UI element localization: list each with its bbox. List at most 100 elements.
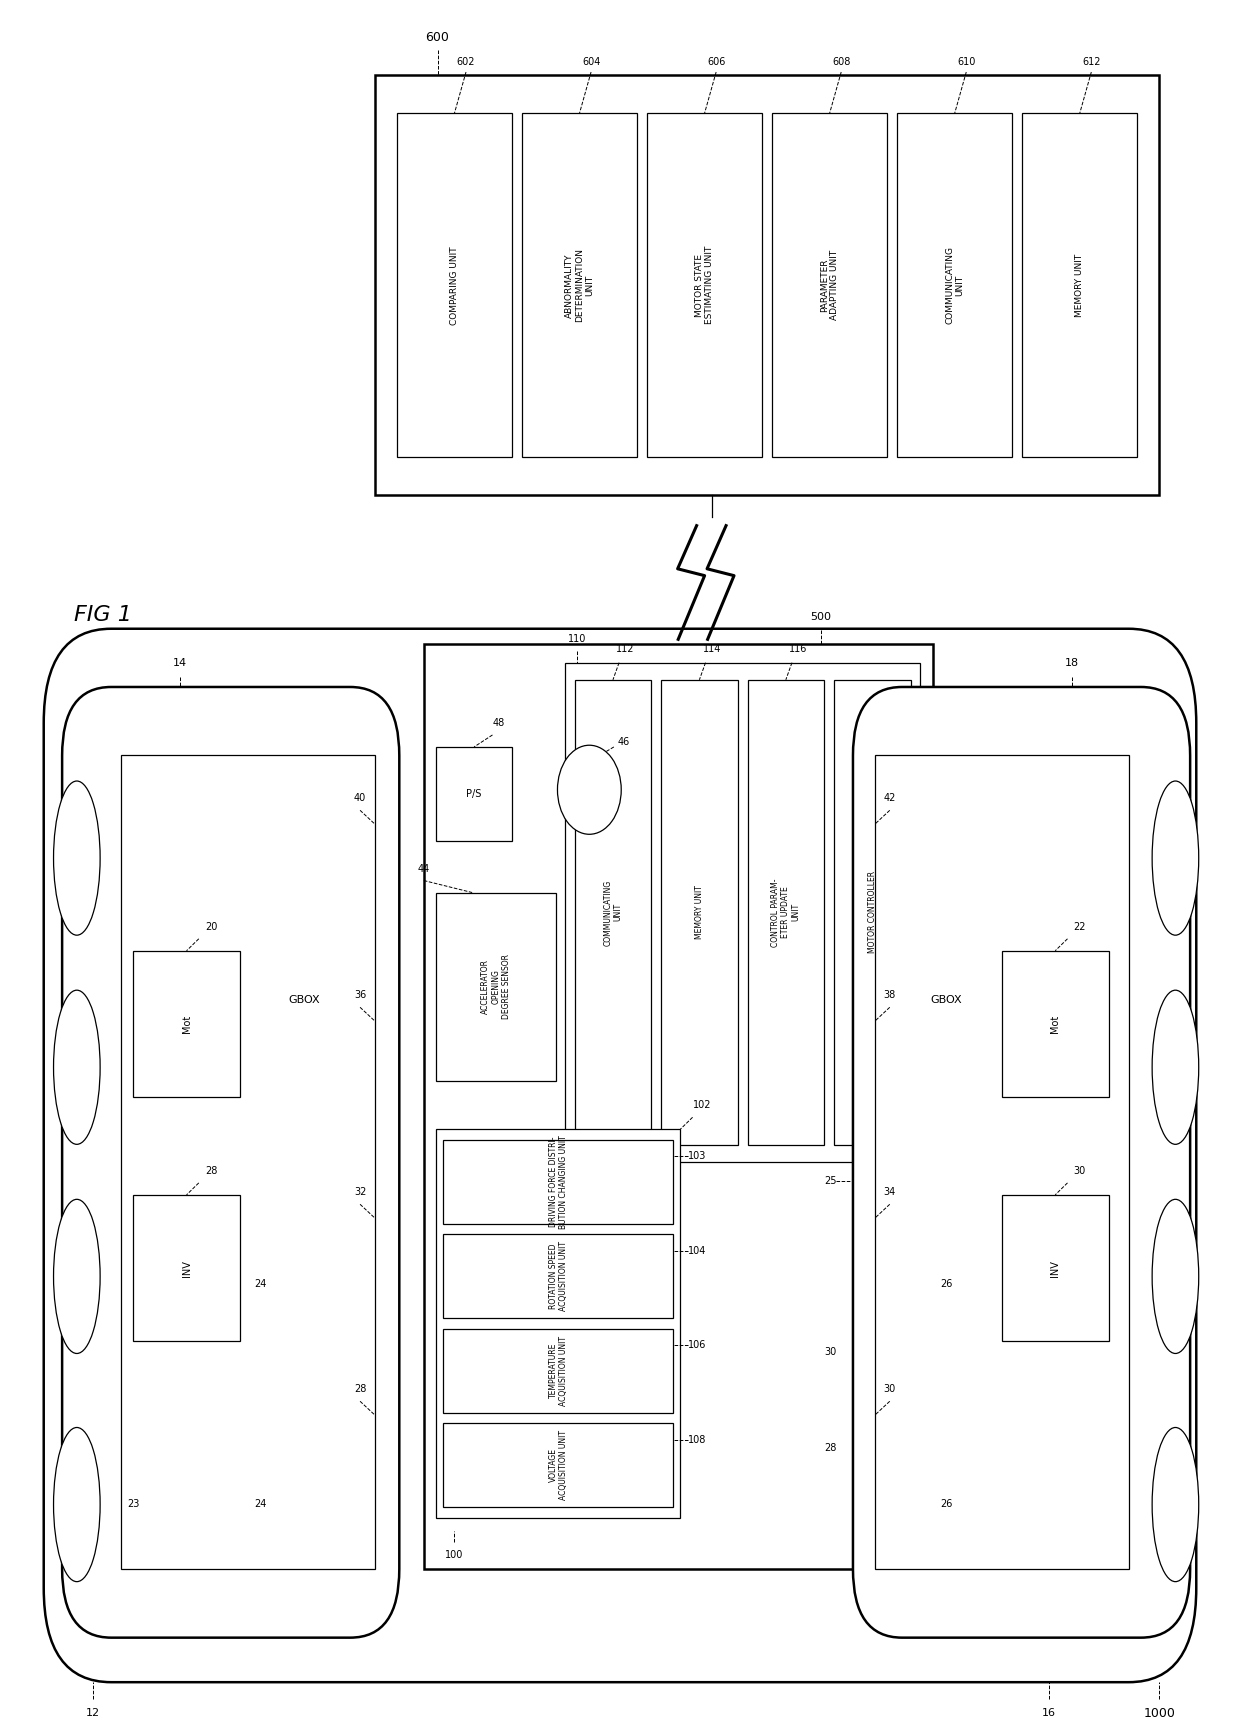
Text: COMMUNICATING
UNIT: COMMUNICATING UNIT bbox=[603, 880, 622, 945]
Text: 100: 100 bbox=[445, 1550, 464, 1560]
Text: 23: 23 bbox=[126, 1500, 139, 1509]
FancyBboxPatch shape bbox=[43, 629, 1197, 1681]
Text: INV: INV bbox=[181, 1260, 191, 1277]
Bar bbox=[574, 679, 651, 1146]
Text: 32: 32 bbox=[353, 1187, 366, 1198]
Bar bbox=[875, 755, 1128, 1569]
Ellipse shape bbox=[53, 781, 100, 935]
Bar bbox=[748, 679, 825, 1146]
Bar bbox=[897, 112, 1012, 458]
Text: ACCELERATOR
OPENING
DEGREE SENSOR: ACCELERATOR OPENING DEGREE SENSOR bbox=[481, 954, 511, 1020]
Text: 600: 600 bbox=[425, 31, 449, 45]
Bar bbox=[133, 950, 239, 1097]
Text: 38: 38 bbox=[884, 990, 895, 1001]
Text: 28: 28 bbox=[353, 1384, 366, 1394]
FancyBboxPatch shape bbox=[62, 688, 399, 1638]
Text: 106: 106 bbox=[688, 1341, 707, 1351]
Text: ABNORMALITY
DETERMINATION
UNIT: ABNORMALITY DETERMINATION UNIT bbox=[564, 249, 594, 323]
Text: Mot: Mot bbox=[1050, 1014, 1060, 1033]
Text: 608: 608 bbox=[832, 57, 851, 67]
Bar bbox=[1002, 950, 1109, 1097]
Text: 46: 46 bbox=[618, 736, 630, 746]
Text: GBOX: GBOX bbox=[930, 995, 962, 1004]
Ellipse shape bbox=[1152, 1199, 1199, 1353]
Text: 102: 102 bbox=[693, 1101, 712, 1111]
Ellipse shape bbox=[53, 1427, 100, 1581]
Text: 112: 112 bbox=[616, 645, 635, 653]
Text: ROTATION SPEED
ACQUISITION UNIT: ROTATION SPEED ACQUISITION UNIT bbox=[548, 1241, 568, 1312]
Ellipse shape bbox=[53, 1199, 100, 1353]
Bar bbox=[444, 1424, 673, 1507]
Bar bbox=[1002, 1194, 1109, 1341]
Text: 48: 48 bbox=[492, 717, 505, 727]
Text: 500: 500 bbox=[810, 612, 831, 622]
Bar bbox=[436, 893, 557, 1082]
Text: VOLTAGE
ACQUISITION UNIT: VOLTAGE ACQUISITION UNIT bbox=[548, 1431, 568, 1500]
Text: 44: 44 bbox=[418, 864, 430, 874]
Text: 604: 604 bbox=[582, 57, 600, 67]
Text: FIG 1: FIG 1 bbox=[74, 605, 133, 626]
Bar bbox=[647, 112, 763, 458]
Text: 1000: 1000 bbox=[1143, 1707, 1176, 1719]
Text: MEMORY UNIT: MEMORY UNIT bbox=[694, 885, 704, 940]
Text: 602: 602 bbox=[456, 57, 475, 67]
Text: 24: 24 bbox=[254, 1500, 267, 1509]
Text: 36: 36 bbox=[353, 990, 366, 1001]
Text: 108: 108 bbox=[688, 1434, 707, 1445]
FancyBboxPatch shape bbox=[853, 688, 1190, 1638]
Bar bbox=[424, 645, 932, 1569]
Text: 24: 24 bbox=[254, 1279, 267, 1289]
Bar bbox=[773, 112, 888, 458]
Text: 30: 30 bbox=[825, 1348, 837, 1358]
Text: DRIVING FORCE DISTRI-
BUTION CHANGING UNIT: DRIVING FORCE DISTRI- BUTION CHANGING UN… bbox=[548, 1135, 568, 1229]
Text: 104: 104 bbox=[688, 1246, 707, 1256]
Ellipse shape bbox=[53, 990, 100, 1144]
Text: COMMUNICATING
UNIT: COMMUNICATING UNIT bbox=[945, 247, 965, 325]
Text: 610: 610 bbox=[957, 57, 976, 67]
Ellipse shape bbox=[1152, 990, 1199, 1144]
Bar bbox=[835, 679, 910, 1146]
Ellipse shape bbox=[558, 745, 621, 835]
Bar bbox=[444, 1234, 673, 1318]
Text: PARAMETER
ADAPTING UNIT: PARAMETER ADAPTING UNIT bbox=[820, 251, 839, 320]
Bar bbox=[397, 112, 512, 458]
Text: MOTOR STATE
ESTIMATING UNIT: MOTOR STATE ESTIMATING UNIT bbox=[694, 245, 714, 325]
Text: 42: 42 bbox=[884, 793, 897, 804]
Bar bbox=[436, 746, 512, 842]
Bar bbox=[133, 1194, 239, 1341]
Bar bbox=[444, 1329, 673, 1414]
Bar bbox=[1022, 112, 1137, 458]
Text: 26: 26 bbox=[940, 1279, 952, 1289]
Text: 18: 18 bbox=[1065, 658, 1079, 669]
Text: Mot: Mot bbox=[181, 1014, 191, 1033]
Text: 28: 28 bbox=[205, 1166, 217, 1175]
Text: CONTROL PARAM-
ETER UPDATE
UNIT: CONTROL PARAM- ETER UPDATE UNIT bbox=[771, 878, 801, 947]
Text: INV: INV bbox=[1050, 1260, 1060, 1277]
Bar bbox=[436, 1130, 681, 1517]
Bar bbox=[661, 679, 738, 1146]
Text: MOTOR CONTROLLER: MOTOR CONTROLLER bbox=[868, 871, 877, 954]
Text: TEMPERATURE
ACQUISITION UNIT: TEMPERATURE ACQUISITION UNIT bbox=[548, 1336, 568, 1407]
Text: 12: 12 bbox=[86, 1707, 100, 1718]
Text: 103: 103 bbox=[688, 1151, 707, 1161]
Text: MEMORY UNIT: MEMORY UNIT bbox=[1075, 254, 1084, 316]
Bar bbox=[444, 1139, 673, 1223]
Text: 16: 16 bbox=[1042, 1707, 1056, 1718]
Text: 606: 606 bbox=[707, 57, 725, 67]
Bar bbox=[374, 76, 1159, 496]
Text: 22: 22 bbox=[1074, 921, 1086, 931]
Text: 34: 34 bbox=[884, 1187, 895, 1198]
Text: 26: 26 bbox=[940, 1500, 952, 1509]
Text: COMPARING UNIT: COMPARING UNIT bbox=[450, 245, 459, 325]
Text: 116: 116 bbox=[789, 645, 807, 653]
Text: 25: 25 bbox=[825, 1177, 837, 1187]
Bar bbox=[122, 755, 374, 1569]
Text: 114: 114 bbox=[703, 645, 720, 653]
Bar bbox=[565, 662, 920, 1163]
Text: 20: 20 bbox=[205, 921, 217, 931]
Ellipse shape bbox=[1152, 1427, 1199, 1581]
Ellipse shape bbox=[1152, 781, 1199, 935]
Text: 30: 30 bbox=[884, 1384, 895, 1394]
Text: 14: 14 bbox=[174, 658, 187, 669]
Text: 28: 28 bbox=[825, 1443, 837, 1453]
